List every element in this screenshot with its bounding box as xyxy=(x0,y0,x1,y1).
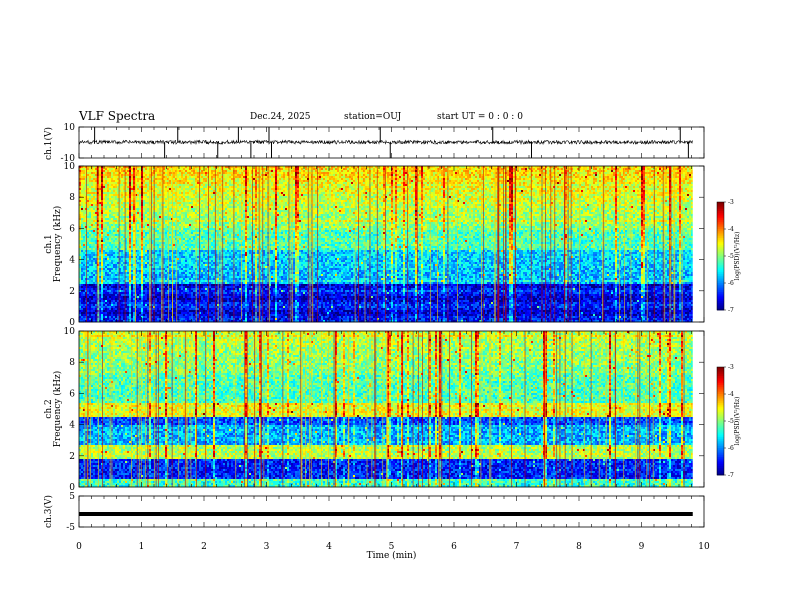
colorbar-tick-label: -6 xyxy=(728,280,734,287)
colorbar-tick-label: -5 xyxy=(728,253,734,260)
xtick-label: 8 xyxy=(576,542,582,552)
colorbar-label: log(PSD)(V²/Hz) xyxy=(734,232,741,281)
xtick-label: 1 xyxy=(139,542,145,552)
ytick-label: 2 xyxy=(69,452,75,462)
xtick-label: 10 xyxy=(698,542,710,552)
ch1-trace xyxy=(78,139,693,146)
ytick-label: -5 xyxy=(66,523,75,533)
ylabel-top-ch1-spectrogram: ch.1 xyxy=(44,234,54,253)
ylabel-top-ch2-spectrogram: ch.2 xyxy=(44,399,54,418)
ytick-label: 4 xyxy=(69,256,75,266)
colorbar-tick-label: -7 xyxy=(728,307,734,314)
colorbar-tick-label: -3 xyxy=(728,199,734,206)
xtick-label: 2 xyxy=(201,542,207,552)
ytick-label: -10 xyxy=(61,154,76,164)
ytick-label: 4 xyxy=(69,421,75,431)
colorbar-ch2-spectrogram: -3 -4 -5 -6 -7 log(PSD)(V²/Hz) xyxy=(716,364,741,479)
ytick-label: 8 xyxy=(69,358,75,368)
ytick-label: 6 xyxy=(69,224,75,234)
colorbar-tick-label: -6 xyxy=(728,445,734,452)
xtick-label: 9 xyxy=(639,542,645,552)
ch1-spectrogram: 0 2 4 6 8 10 ch.1 Frequency (kHz) xyxy=(44,162,705,328)
ytick-label: 0 xyxy=(69,318,75,328)
ch2-spectrogram: 0 2 4 6 8 10 ch.2 Frequency (kHz) xyxy=(44,327,705,493)
ytick-label: 10 xyxy=(64,123,76,133)
xtick-label: 3 xyxy=(264,542,270,552)
ylabel-ch1: ch.1(V) xyxy=(43,127,54,160)
xtick-label: 4 xyxy=(326,542,332,552)
station-label: station=OUJ xyxy=(344,112,401,122)
colorbar-tick-label: -7 xyxy=(728,472,734,479)
colorbar-label: log(PSD)(V²/Hz) xyxy=(734,397,741,446)
chart-title: VLF Spectra xyxy=(79,109,155,123)
ytick-label: 5 xyxy=(69,492,75,502)
colorbar-tick-label: -3 xyxy=(728,364,734,371)
ytick-label: 10 xyxy=(64,327,76,337)
colorbar-tick-label: -4 xyxy=(728,226,734,233)
xtick-label: 0 xyxy=(76,542,82,552)
ytick-label: 10 xyxy=(64,162,76,172)
ytick-label: 0 xyxy=(69,483,75,493)
xtick-label: 6 xyxy=(451,542,457,552)
ylabel-ch1-spectrogram: Frequency (kHz) xyxy=(52,206,63,283)
colorbar-ch1-spectrogram: -3 -4 -5 -6 -7 log(PSD)(V²/Hz) xyxy=(716,199,741,314)
start-ut-label: start UT = 0 : 0 : 0 xyxy=(437,112,523,122)
xtick-label: 7 xyxy=(514,542,520,552)
ytick-label: 8 xyxy=(69,193,75,203)
ch1-waveform: 10 -10 ch.1(V) xyxy=(43,123,705,164)
ytick-label: 6 xyxy=(69,389,75,399)
x-axis: 0 1 2 3 4 5 6 7 8 9 10 Time (min) xyxy=(76,542,710,561)
date-label: Dec.24, 2025 xyxy=(250,112,311,122)
xtick-label: 5 xyxy=(389,542,395,552)
ytick-label: 2 xyxy=(69,287,75,297)
xaxis-label: Time (min) xyxy=(367,550,417,561)
ylabel-ch3: ch.3(V) xyxy=(43,495,54,528)
colorbar-tick-label: -5 xyxy=(728,418,734,425)
ylabel-ch2-spectrogram: Frequency (kHz) xyxy=(52,371,63,448)
ch3-waveform: 5 -5 ch.3(V) xyxy=(43,492,705,533)
colorbar-tick-label: -4 xyxy=(728,391,734,398)
